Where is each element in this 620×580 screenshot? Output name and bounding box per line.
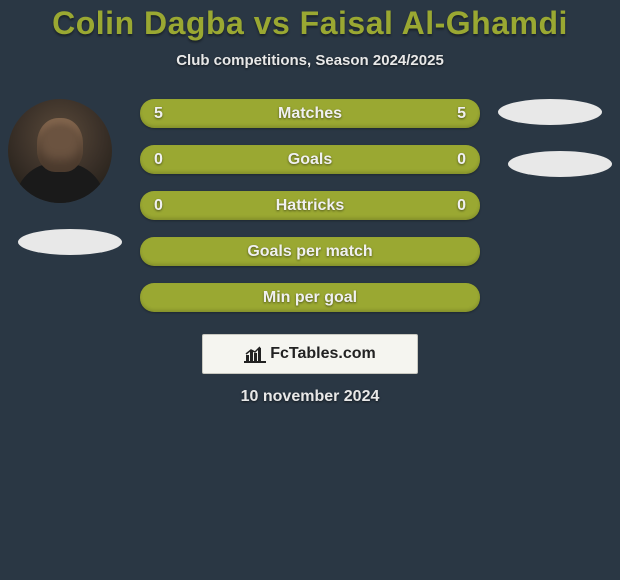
branding-box: FcTables.com [202, 334, 418, 374]
stat-bar-goals-per-match: Goals per match [140, 237, 480, 266]
stat-bar-hattricks: 0 Hattricks 0 [140, 191, 480, 220]
bar-chart-icon [244, 345, 266, 363]
stat-bar-min-per-goal: Min per goal [140, 283, 480, 312]
player-avatar-left [8, 99, 112, 203]
flag-placeholder-right-2 [508, 151, 612, 177]
stat-label: Min per goal [263, 289, 357, 307]
page-title: Colin Dagba vs Faisal Al-Ghamdi [0, 5, 620, 42]
page-subtitle: Club competitions, Season 2024/2025 [0, 52, 620, 69]
stat-value-left: 0 [154, 197, 163, 215]
flag-placeholder-right-1 [498, 99, 602, 125]
main-area: 5 Matches 5 0 Goals 0 0 Hattricks 0 Goal… [0, 99, 620, 406]
stat-label: Goals per match [247, 243, 372, 261]
flag-placeholder-left [18, 229, 122, 255]
date-text: 10 november 2024 [8, 388, 612, 406]
stat-value-right: 0 [457, 197, 466, 215]
stat-value-right: 0 [457, 151, 466, 169]
stat-value-right: 5 [457, 105, 466, 123]
stat-label: Goals [288, 151, 332, 169]
stat-label: Hattricks [276, 197, 344, 215]
stat-label: Matches [278, 105, 342, 123]
stat-value-left: 0 [154, 151, 163, 169]
stat-bar-goals: 0 Goals 0 [140, 145, 480, 174]
stat-value-left: 5 [154, 105, 163, 123]
stats-column: 5 Matches 5 0 Goals 0 0 Hattricks 0 Goal… [140, 99, 480, 312]
infographic-container: Colin Dagba vs Faisal Al-Ghamdi Club com… [0, 0, 620, 406]
stat-bar-matches: 5 Matches 5 [140, 99, 480, 128]
branding-text: FcTables.com [270, 345, 376, 363]
